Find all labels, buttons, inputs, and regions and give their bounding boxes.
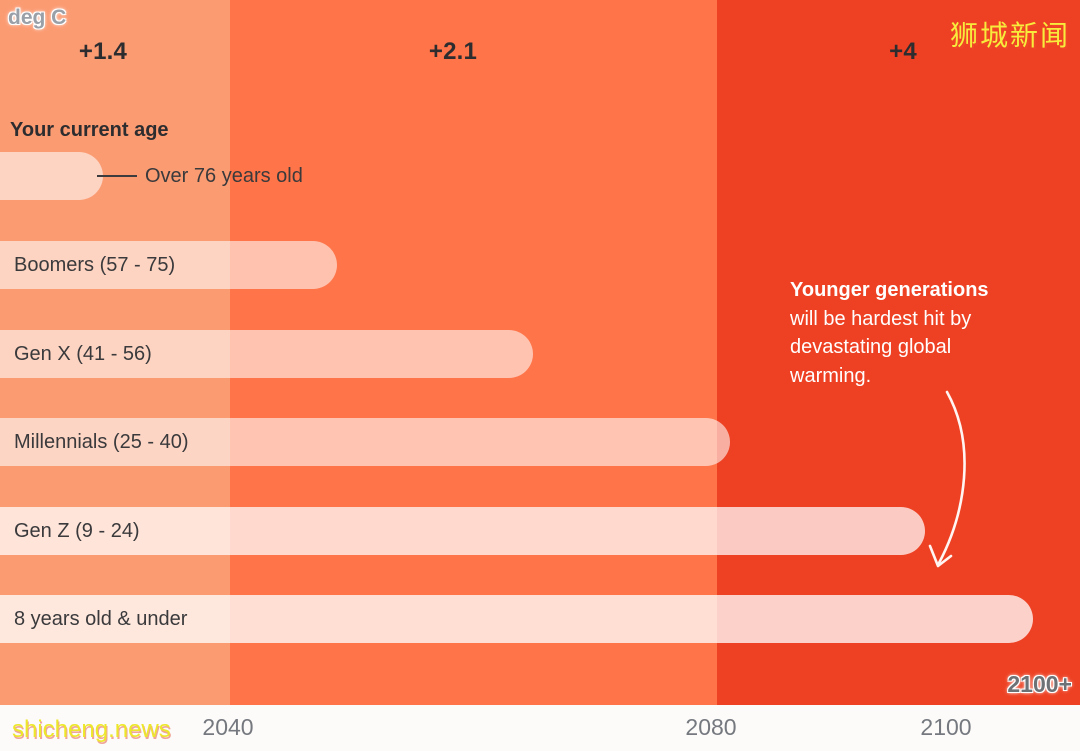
bar-label-boomers: Boomers (57 - 75): [14, 253, 176, 276]
annotation-younger-generations: Younger generations will be hardest hit …: [790, 276, 1030, 390]
band-label-4: +4: [889, 38, 917, 65]
bar-label-gen-z: Gen Z (9 - 24): [14, 519, 140, 542]
axis-tick-2080: 2080: [685, 714, 737, 740]
annotation-line-3: warming.: [790, 364, 872, 387]
axis-tick-2040: 2040: [202, 714, 254, 740]
bar-row-gen-z: Gen Z (9 - 24): [0, 507, 925, 555]
axis-tick-2100: 2100: [920, 714, 972, 740]
chart-title: Your current age: [10, 119, 169, 141]
bar-gen-x: [0, 330, 533, 378]
bar-millennials: [0, 418, 730, 466]
band-label-1.4: +1.4: [78, 38, 128, 65]
annotation-line-2: devastating global: [790, 336, 952, 358]
watermark-top-right: 狮城新闻: [949, 20, 1070, 51]
bar-label-over-76: Over 76 years old: [97, 152, 303, 200]
bar-label-millennials: Millennials (25 - 40): [14, 430, 189, 453]
bar-row-millennials: Millennials (25 - 40): [0, 418, 730, 466]
bar-over-76: [0, 152, 103, 200]
bar-row-over-76: Over 76 years old: [0, 152, 1080, 200]
bar-row-boomers: Boomers (57 - 75): [0, 241, 337, 289]
annotation-heading: Younger generations: [790, 279, 989, 301]
callout-connector-line: [97, 175, 137, 177]
bar-under-8: [0, 595, 1033, 643]
temperature-band-4: [717, 0, 1080, 705]
bar-label-under-8: 8 years old & under: [14, 607, 188, 630]
bar-row-gen-x: Gen X (41 - 56): [0, 330, 533, 378]
bar-label-gen-x: Gen X (41 - 56): [14, 342, 152, 365]
axis-footer: [0, 705, 1080, 751]
annotation-line-1: will be hardest hit by: [790, 307, 972, 330]
unit-label-deg-c: deg C: [8, 6, 67, 29]
bar-boomers: [0, 241, 337, 289]
bar-row-under-8: 8 years old & under: [0, 595, 1033, 643]
watermark-bottom-left: shicheng.news: [12, 716, 171, 743]
bar-label-text: Over 76 years old: [145, 164, 303, 187]
band-label-2.1: +2.1: [428, 38, 478, 65]
axis-end-label: 2100+: [1007, 671, 1072, 697]
bar-gen-z: [0, 507, 925, 555]
